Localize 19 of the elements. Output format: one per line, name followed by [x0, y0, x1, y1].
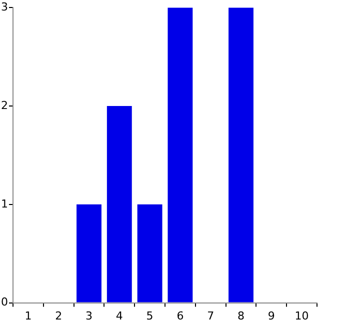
x-tick-label: 8: [238, 309, 244, 322]
x-tick-label: 2: [55, 309, 62, 322]
x-tick-label: 5: [146, 309, 154, 322]
x-tick-label: 1: [24, 309, 32, 322]
bar: [106, 106, 132, 302]
x-tick-label: 3: [86, 309, 92, 322]
x-tick-label: 9: [268, 309, 275, 322]
bar: [228, 8, 254, 302]
y-tick-label: 2: [1, 98, 8, 112]
bar: [137, 204, 162, 302]
x-tick-label: 10: [294, 309, 309, 322]
y-tick-label: 1: [1, 197, 8, 210]
bar: [168, 8, 193, 302]
y-tick-label: 0: [1, 296, 8, 309]
x-tick-label: 6: [176, 309, 184, 322]
x-tick-label: 7: [207, 309, 214, 322]
x-tick-label: 4: [116, 309, 123, 322]
bar: [76, 204, 102, 302]
y-tick-label: 3: [1, 0, 8, 14]
